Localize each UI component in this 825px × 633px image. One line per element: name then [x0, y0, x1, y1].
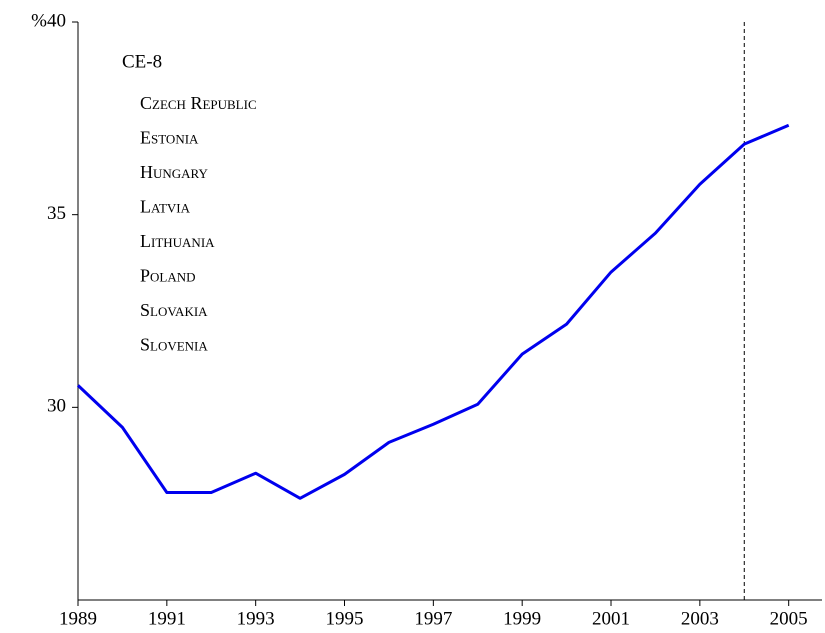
x-tick-label: 2001: [592, 608, 630, 629]
legend-title: CE-8: [122, 51, 162, 72]
x-tick-label: 1997: [414, 608, 452, 629]
legend-item: Estonia: [140, 128, 199, 148]
x-tick-label: 1999: [503, 608, 541, 629]
x-tick-label: 1989: [59, 608, 97, 629]
legend-item: Slovakia: [140, 300, 208, 320]
legend-item: Czech Republic: [140, 93, 257, 113]
legend-item: Lithuania: [140, 231, 215, 251]
x-tick-label: 1993: [237, 608, 275, 629]
line-series: [76, 123, 790, 500]
x-tick-label: 2005: [770, 608, 808, 629]
y-tick-label: %40: [31, 10, 66, 31]
x-tick-label: 1991: [148, 608, 186, 629]
x-tick-label: 1995: [326, 608, 364, 629]
legend-item: Slovenia: [140, 335, 208, 355]
legend-item: Hungary: [140, 162, 209, 182]
y-tick-label: 30: [47, 396, 66, 417]
legend-item: Latvia: [140, 197, 191, 217]
legend-item: Poland: [140, 266, 196, 286]
y-tick-label: 35: [47, 203, 66, 224]
x-tick-label: 2003: [681, 608, 719, 629]
